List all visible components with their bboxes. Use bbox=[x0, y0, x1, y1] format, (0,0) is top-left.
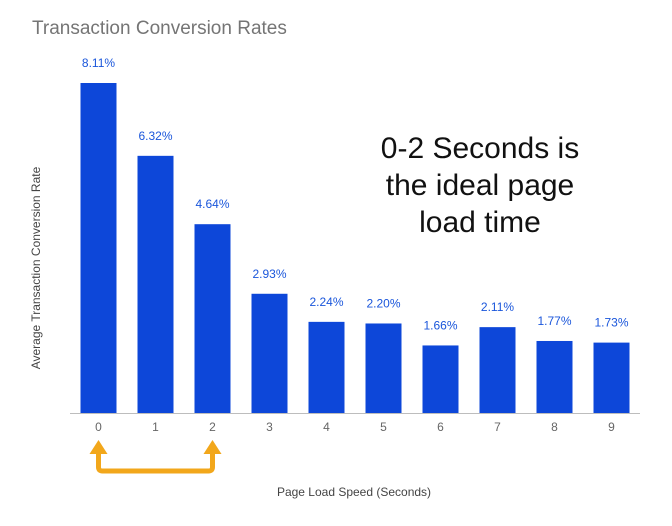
x-tick-labels-group: 0 1 2 3 4 5 6 7 8 9 bbox=[95, 420, 615, 434]
bar-7 bbox=[479, 327, 516, 413]
bracket-line bbox=[96, 448, 215, 474]
x-tick-label-4: 4 bbox=[323, 420, 330, 434]
x-tick-label-9: 9 bbox=[608, 420, 615, 434]
ideal-range-bracket bbox=[89, 440, 222, 474]
y-axis-title: Average Transaction Conversion Rate bbox=[29, 166, 43, 369]
bars-group bbox=[80, 83, 630, 413]
data-label-9: 1.73% bbox=[594, 316, 628, 330]
annotation-line: the ideal page bbox=[385, 169, 575, 202]
data-label-7: 2.11% bbox=[481, 300, 514, 314]
bracket-arrow-left bbox=[89, 440, 108, 454]
x-tick-label-7: 7 bbox=[494, 420, 501, 434]
data-label-1: 6.32% bbox=[138, 129, 172, 143]
data-label-4: 2.24% bbox=[309, 295, 343, 309]
x-tick-label-8: 8 bbox=[551, 420, 558, 434]
data-label-0: 8.11% bbox=[82, 56, 115, 70]
bar-1 bbox=[137, 155, 174, 413]
data-labels-group: 8.11% 6.32% 4.64% 2.93% 2.24% 2.20% 1.66% 2.11%… bbox=[82, 56, 629, 332]
bar-8 bbox=[536, 340, 573, 413]
annotation-line: load time bbox=[419, 206, 541, 239]
ideal-load-time-annotation: 0-2 Seconds is the ideal page load time bbox=[330, 130, 630, 241]
data-label-5: 2.20% bbox=[366, 296, 400, 310]
x-tick-label-6: 6 bbox=[437, 420, 444, 434]
x-tick-label-5: 5 bbox=[380, 420, 387, 434]
data-label-3: 2.93% bbox=[252, 267, 286, 281]
bar-3 bbox=[251, 293, 288, 413]
x-axis-title: Page Load Speed (Seconds) bbox=[277, 485, 431, 499]
x-tick-label-1: 1 bbox=[152, 420, 159, 434]
x-tick-label-2: 2 bbox=[209, 420, 216, 434]
x-tick-label-0: 0 bbox=[95, 420, 102, 434]
bar-6 bbox=[422, 345, 459, 413]
bar-0 bbox=[80, 83, 117, 413]
data-label-2: 4.64% bbox=[195, 197, 229, 211]
x-tick-label-3: 3 bbox=[266, 420, 273, 434]
bar-9 bbox=[593, 342, 630, 413]
bar-5 bbox=[365, 323, 402, 413]
chart-title: Transaction Conversion Rates bbox=[32, 18, 287, 39]
annotation-line: 0-2 Seconds is bbox=[380, 132, 580, 165]
data-label-6: 1.66% bbox=[423, 318, 457, 332]
bar-4 bbox=[308, 321, 345, 413]
bracket-arrow-right bbox=[203, 440, 222, 454]
bar-2 bbox=[194, 224, 231, 413]
data-label-8: 1.77% bbox=[537, 314, 571, 328]
